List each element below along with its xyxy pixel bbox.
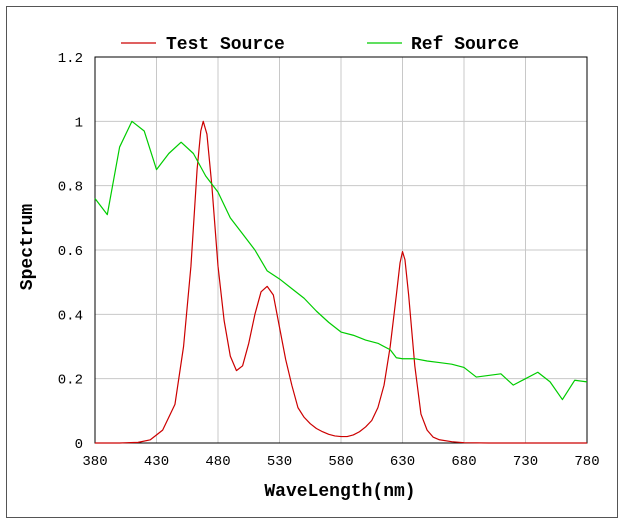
- y-tick-label: 0.8: [58, 180, 83, 196]
- y-tick-label: 0.6: [58, 244, 83, 260]
- y-tick-label: 0.4: [58, 308, 83, 324]
- legend-label-ref-source: Ref Source: [411, 35, 519, 55]
- y-tick-label: 0: [75, 437, 83, 453]
- x-tick-label: 430: [144, 454, 169, 470]
- legend-label-test-source: Test Source: [166, 35, 285, 55]
- x-tick-label: 580: [328, 454, 353, 470]
- x-tick-label: 530: [267, 454, 292, 470]
- series-line-test-source: [95, 120, 587, 444]
- y-tick-label: 1.2: [58, 51, 83, 67]
- series-line-ref-source: [94, 120, 588, 401]
- chart-frame: [6, 6, 618, 518]
- x-tick-label: 730: [513, 454, 538, 470]
- legend: Test Source Ref Source: [121, 35, 519, 55]
- x-tick-label: 680: [451, 454, 476, 470]
- x-tick-labels: 380 430 480 530 580 630 680 730 780: [82, 454, 599, 470]
- x-axis-title: WaveLength(nm): [264, 482, 415, 502]
- y-axis-title: Spectrum: [18, 204, 38, 291]
- x-tick-label: 630: [390, 454, 415, 470]
- series-group: [94, 120, 588, 444]
- y-tick-labels: 0 0.2 0.4 0.6 0.8 1 1.2: [58, 51, 83, 453]
- y-tick-label: 1: [75, 115, 83, 131]
- y-tick-label: 0.2: [58, 373, 83, 389]
- x-tick-label: 780: [574, 454, 599, 470]
- plot-area-border: [94, 56, 588, 444]
- x-tick-label: 480: [205, 454, 230, 470]
- x-tick-label: 380: [82, 454, 107, 470]
